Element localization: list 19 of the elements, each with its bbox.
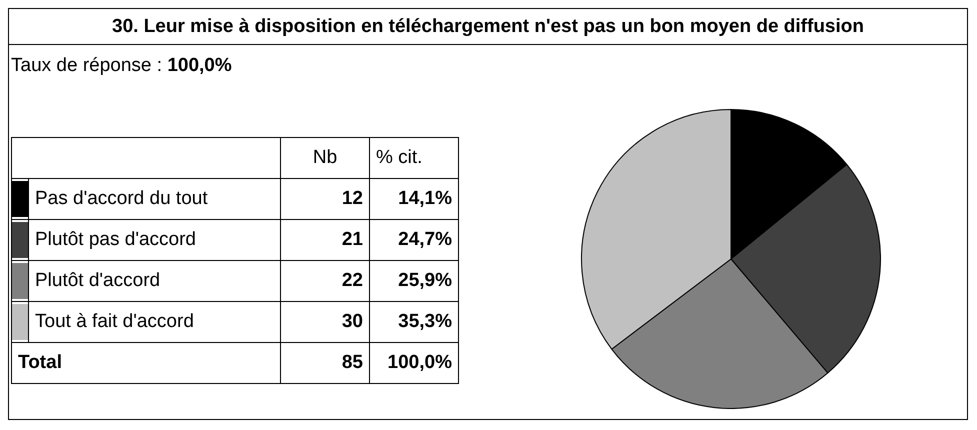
data-label: 35,3% <box>370 302 458 342</box>
legend-label: Pas d'accord du tout <box>28 178 280 220</box>
legend-label: Plutôt d'accord <box>28 260 280 302</box>
text: Total <box>12 342 280 384</box>
data-label: 25,9% <box>370 260 458 302</box>
text: 30 <box>280 302 370 342</box>
data-label: 14,1% <box>370 178 458 220</box>
text: 100,0% <box>388 352 452 373</box>
chart-subtitle: Taux de réponse : 100,0% <box>11 55 232 76</box>
legend-label: Plutôt pas d'accord <box>28 220 280 260</box>
text: Nb <box>280 138 370 178</box>
chart-title: 30. Leur mise à disposition en téléchargement n'est pas un bon moyen de diffusion <box>9 9 967 45</box>
text: % cit. <box>370 138 458 178</box>
text: 21 <box>280 220 370 260</box>
legend-label: Tout à fait d'accord <box>28 302 280 342</box>
text: 85 <box>342 352 363 373</box>
data-label: 24,7% <box>370 220 458 260</box>
text: 12 <box>280 178 370 220</box>
text: 22 <box>280 260 370 302</box>
